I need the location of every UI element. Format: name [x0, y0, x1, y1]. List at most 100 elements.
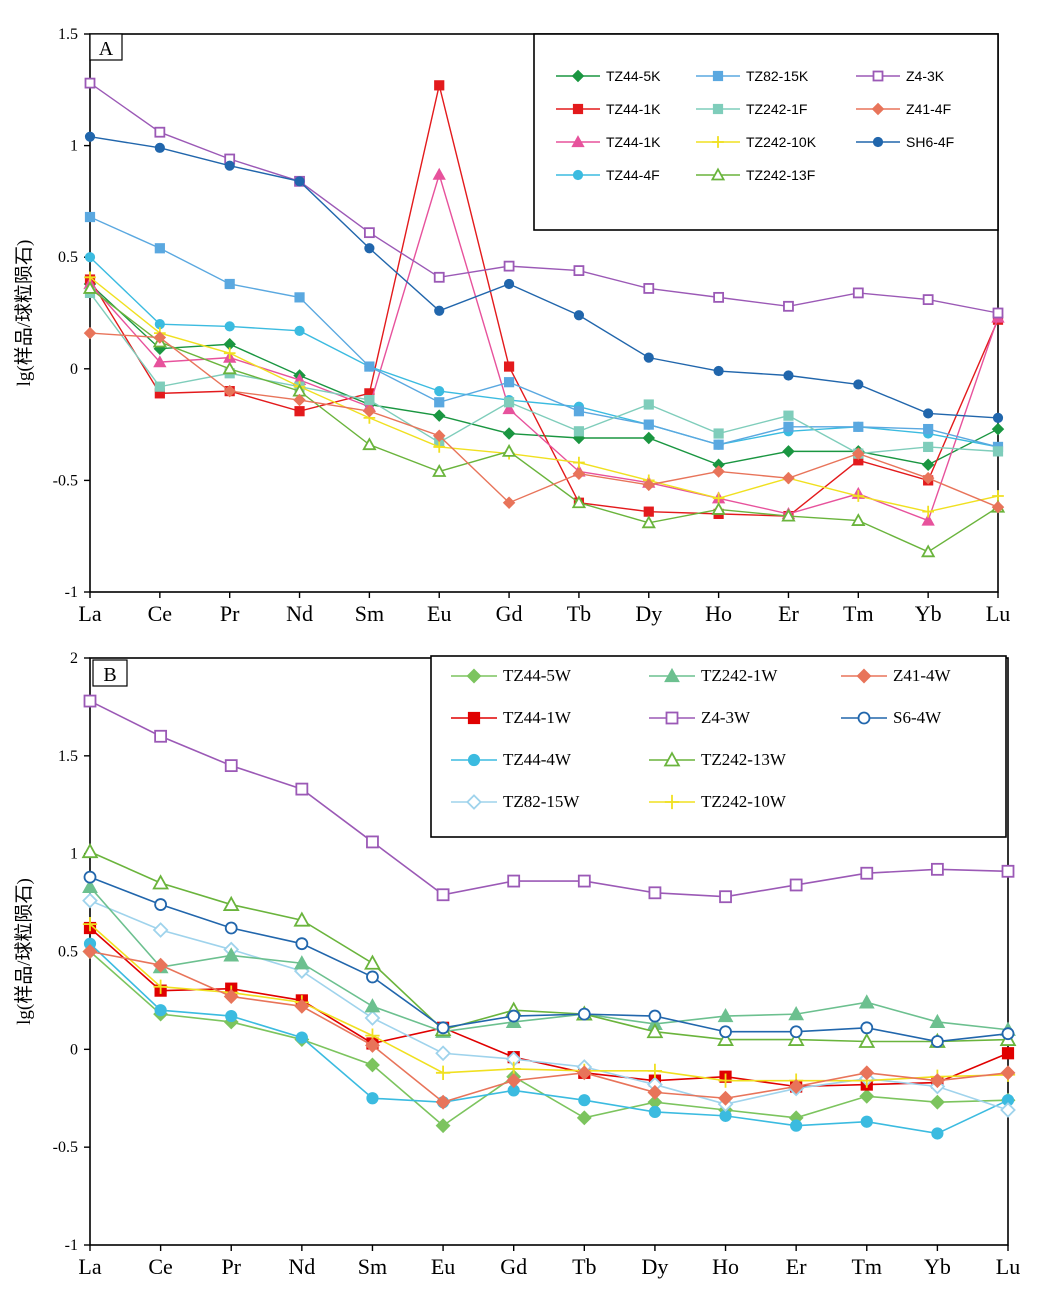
y-tick-label: 0: [70, 361, 78, 378]
data-point: [366, 835, 379, 849]
data-point: [859, 1088, 875, 1104]
data-point: [718, 1090, 733, 1106]
data-point: [1000, 1065, 1016, 1081]
x-tick-label: La: [78, 601, 101, 626]
data-point: [503, 260, 515, 272]
data-point: [788, 1006, 805, 1021]
data-point: [153, 979, 168, 994]
legend-label: Z4-3W: [701, 708, 751, 727]
legend-box: [430, 655, 1007, 838]
x-tick-label: Gd: [500, 1254, 527, 1279]
data-point: [573, 265, 585, 276]
legend-marker: [712, 136, 724, 148]
data-point: [364, 243, 375, 254]
legend-marker: [571, 69, 585, 83]
data-point: [435, 1094, 451, 1110]
panel-label-box: [89, 33, 123, 61]
data-point: [647, 1084, 663, 1100]
legend-marker: [663, 751, 681, 767]
legend-label: TZ44-4F: [606, 167, 660, 183]
data-point: [991, 500, 1005, 514]
x-tick-label: Dy: [641, 1254, 668, 1279]
legend-entry: Z4-3K: [856, 68, 945, 84]
data-point: [84, 131, 96, 142]
legend-marker: [872, 70, 884, 82]
data-point: [642, 431, 656, 445]
data-point: [82, 944, 98, 959]
data-point: [578, 1094, 591, 1107]
data-point: [852, 490, 865, 502]
data-point: [502, 402, 516, 415]
data-point: [83, 694, 97, 708]
data-point: [222, 361, 237, 375]
data-point: [294, 406, 305, 417]
legend-label: TZ82-15W: [503, 792, 580, 811]
legend-box: [533, 33, 999, 231]
legend-marker: [467, 753, 481, 767]
y-tick-label: 1.5: [58, 748, 78, 765]
data-point: [713, 439, 724, 450]
data-point: [154, 381, 165, 392]
data-point: [434, 80, 445, 91]
series-z4-3w: [83, 694, 1015, 904]
legend-label: TZ242-13F: [746, 167, 815, 183]
data-point: [154, 898, 168, 911]
data-point: [364, 1010, 381, 1026]
legend-entry: TZ44-5W: [451, 666, 572, 685]
data-point: [432, 409, 446, 422]
series-z41-4w: [82, 944, 1016, 1110]
data-point: [364, 954, 381, 970]
panel-label-box: [92, 659, 128, 687]
data-point: [506, 1073, 522, 1089]
data-point: [860, 866, 874, 880]
data-point: [433, 441, 446, 453]
data-point: [223, 947, 240, 962]
data-point: [152, 922, 169, 938]
series-line: [89, 876, 1009, 1043]
y-tick-label: 0.5: [58, 944, 78, 961]
x-tick-label: Sm: [355, 601, 384, 626]
legend-marker: [872, 136, 884, 148]
data-point: [790, 1119, 803, 1132]
legend-label: S6-4W: [893, 708, 942, 727]
data-point: [718, 1073, 733, 1088]
data-point: [648, 1105, 662, 1119]
y-tick-label: 1: [70, 138, 78, 155]
series-line: [89, 850, 1009, 1043]
data-point: [921, 471, 935, 485]
legend-entry: Z41-4F: [856, 101, 951, 117]
y-tick-label: 0: [70, 1041, 78, 1058]
legend-label: Z41-4F: [906, 101, 951, 117]
data-point: [503, 397, 515, 408]
data-point: [365, 1057, 380, 1073]
x-tick-label: La: [78, 1254, 101, 1279]
series-tz242-10k: [84, 271, 1004, 518]
series-tz44-5w: [82, 944, 1016, 1134]
x-tick-label: Nd: [286, 601, 313, 626]
legend-entry: TZ242-10W: [649, 792, 787, 811]
data-point: [501, 443, 517, 457]
legend-label: TZ44-1K: [606, 134, 661, 150]
data-point: [224, 160, 235, 171]
data-point: [643, 506, 654, 517]
legend-marker: [712, 103, 724, 115]
data-point: [224, 921, 238, 935]
x-tick-label: Lu: [996, 1254, 1020, 1279]
legend-label: TZ242-10W: [701, 792, 787, 811]
data-point: [713, 291, 725, 303]
series-tz242-13f: [82, 280, 1006, 558]
legend-marker: [467, 711, 481, 725]
legend-entry: TZ44-1W: [451, 708, 572, 727]
data-point: [222, 895, 240, 911]
data-point: [711, 501, 726, 515]
x-tick-label: Ce: [148, 601, 172, 626]
legend-label: TZ242-10K: [746, 134, 817, 150]
data-point: [573, 310, 585, 321]
data-point: [83, 870, 97, 884]
legend-label: TZ44-5W: [503, 666, 572, 685]
y-tick-label: -1: [65, 1237, 78, 1254]
legend-entry: Z4-3W: [649, 708, 751, 727]
data-point: [432, 429, 446, 443]
data-point: [153, 331, 167, 344]
legend-marker: [664, 667, 680, 683]
